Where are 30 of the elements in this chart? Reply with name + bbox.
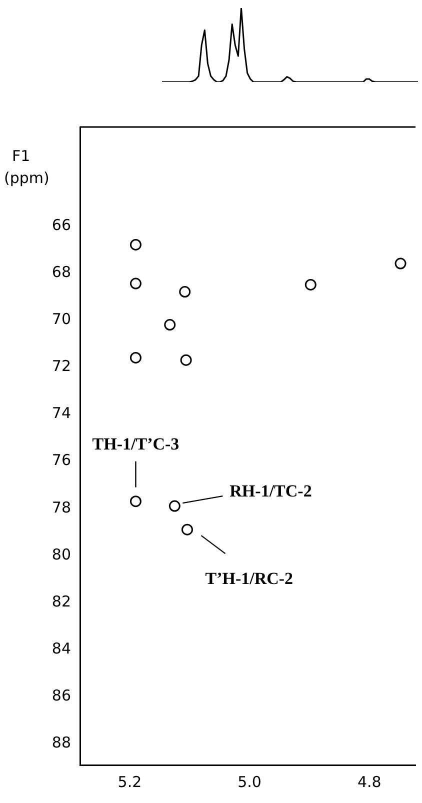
y-tick-label: 80 [52,545,71,564]
annotation: RH-1/TC-2 [230,481,312,500]
y-tick-label: 70 [52,310,71,328]
y-tick-label: 78 [52,498,71,516]
point [130,238,142,250]
point [179,286,191,298]
point [394,258,406,270]
y-tick-label: 86 [52,686,71,705]
x-tick-label: 5.0 [238,772,262,791]
y-tick-label: 84 [52,640,71,658]
point [168,500,180,512]
y-tick-label: 68 [52,262,71,281]
y-tick-label: 88 [52,734,71,752]
annotation: TH-1/T’C-3 [92,434,180,454]
point [181,524,193,536]
y-tick-label: 72 [52,357,71,376]
point [130,278,142,290]
y-tick-label: 76 [52,451,71,470]
y-tick-label: 66 [52,216,71,234]
point [130,352,142,364]
y-tick-label: 82 [52,592,71,610]
annotation: T’H-1/RC-2 [205,568,294,588]
x-tick-label: 5.2 [118,772,142,791]
point [304,278,316,290]
y-tick-label: 74 [52,404,71,422]
point [164,319,176,331]
y-axis-title: F1 (ppm) [4,146,50,187]
point [130,496,142,508]
point [180,354,192,366]
x-tick-label: 4.8 [357,772,382,791]
